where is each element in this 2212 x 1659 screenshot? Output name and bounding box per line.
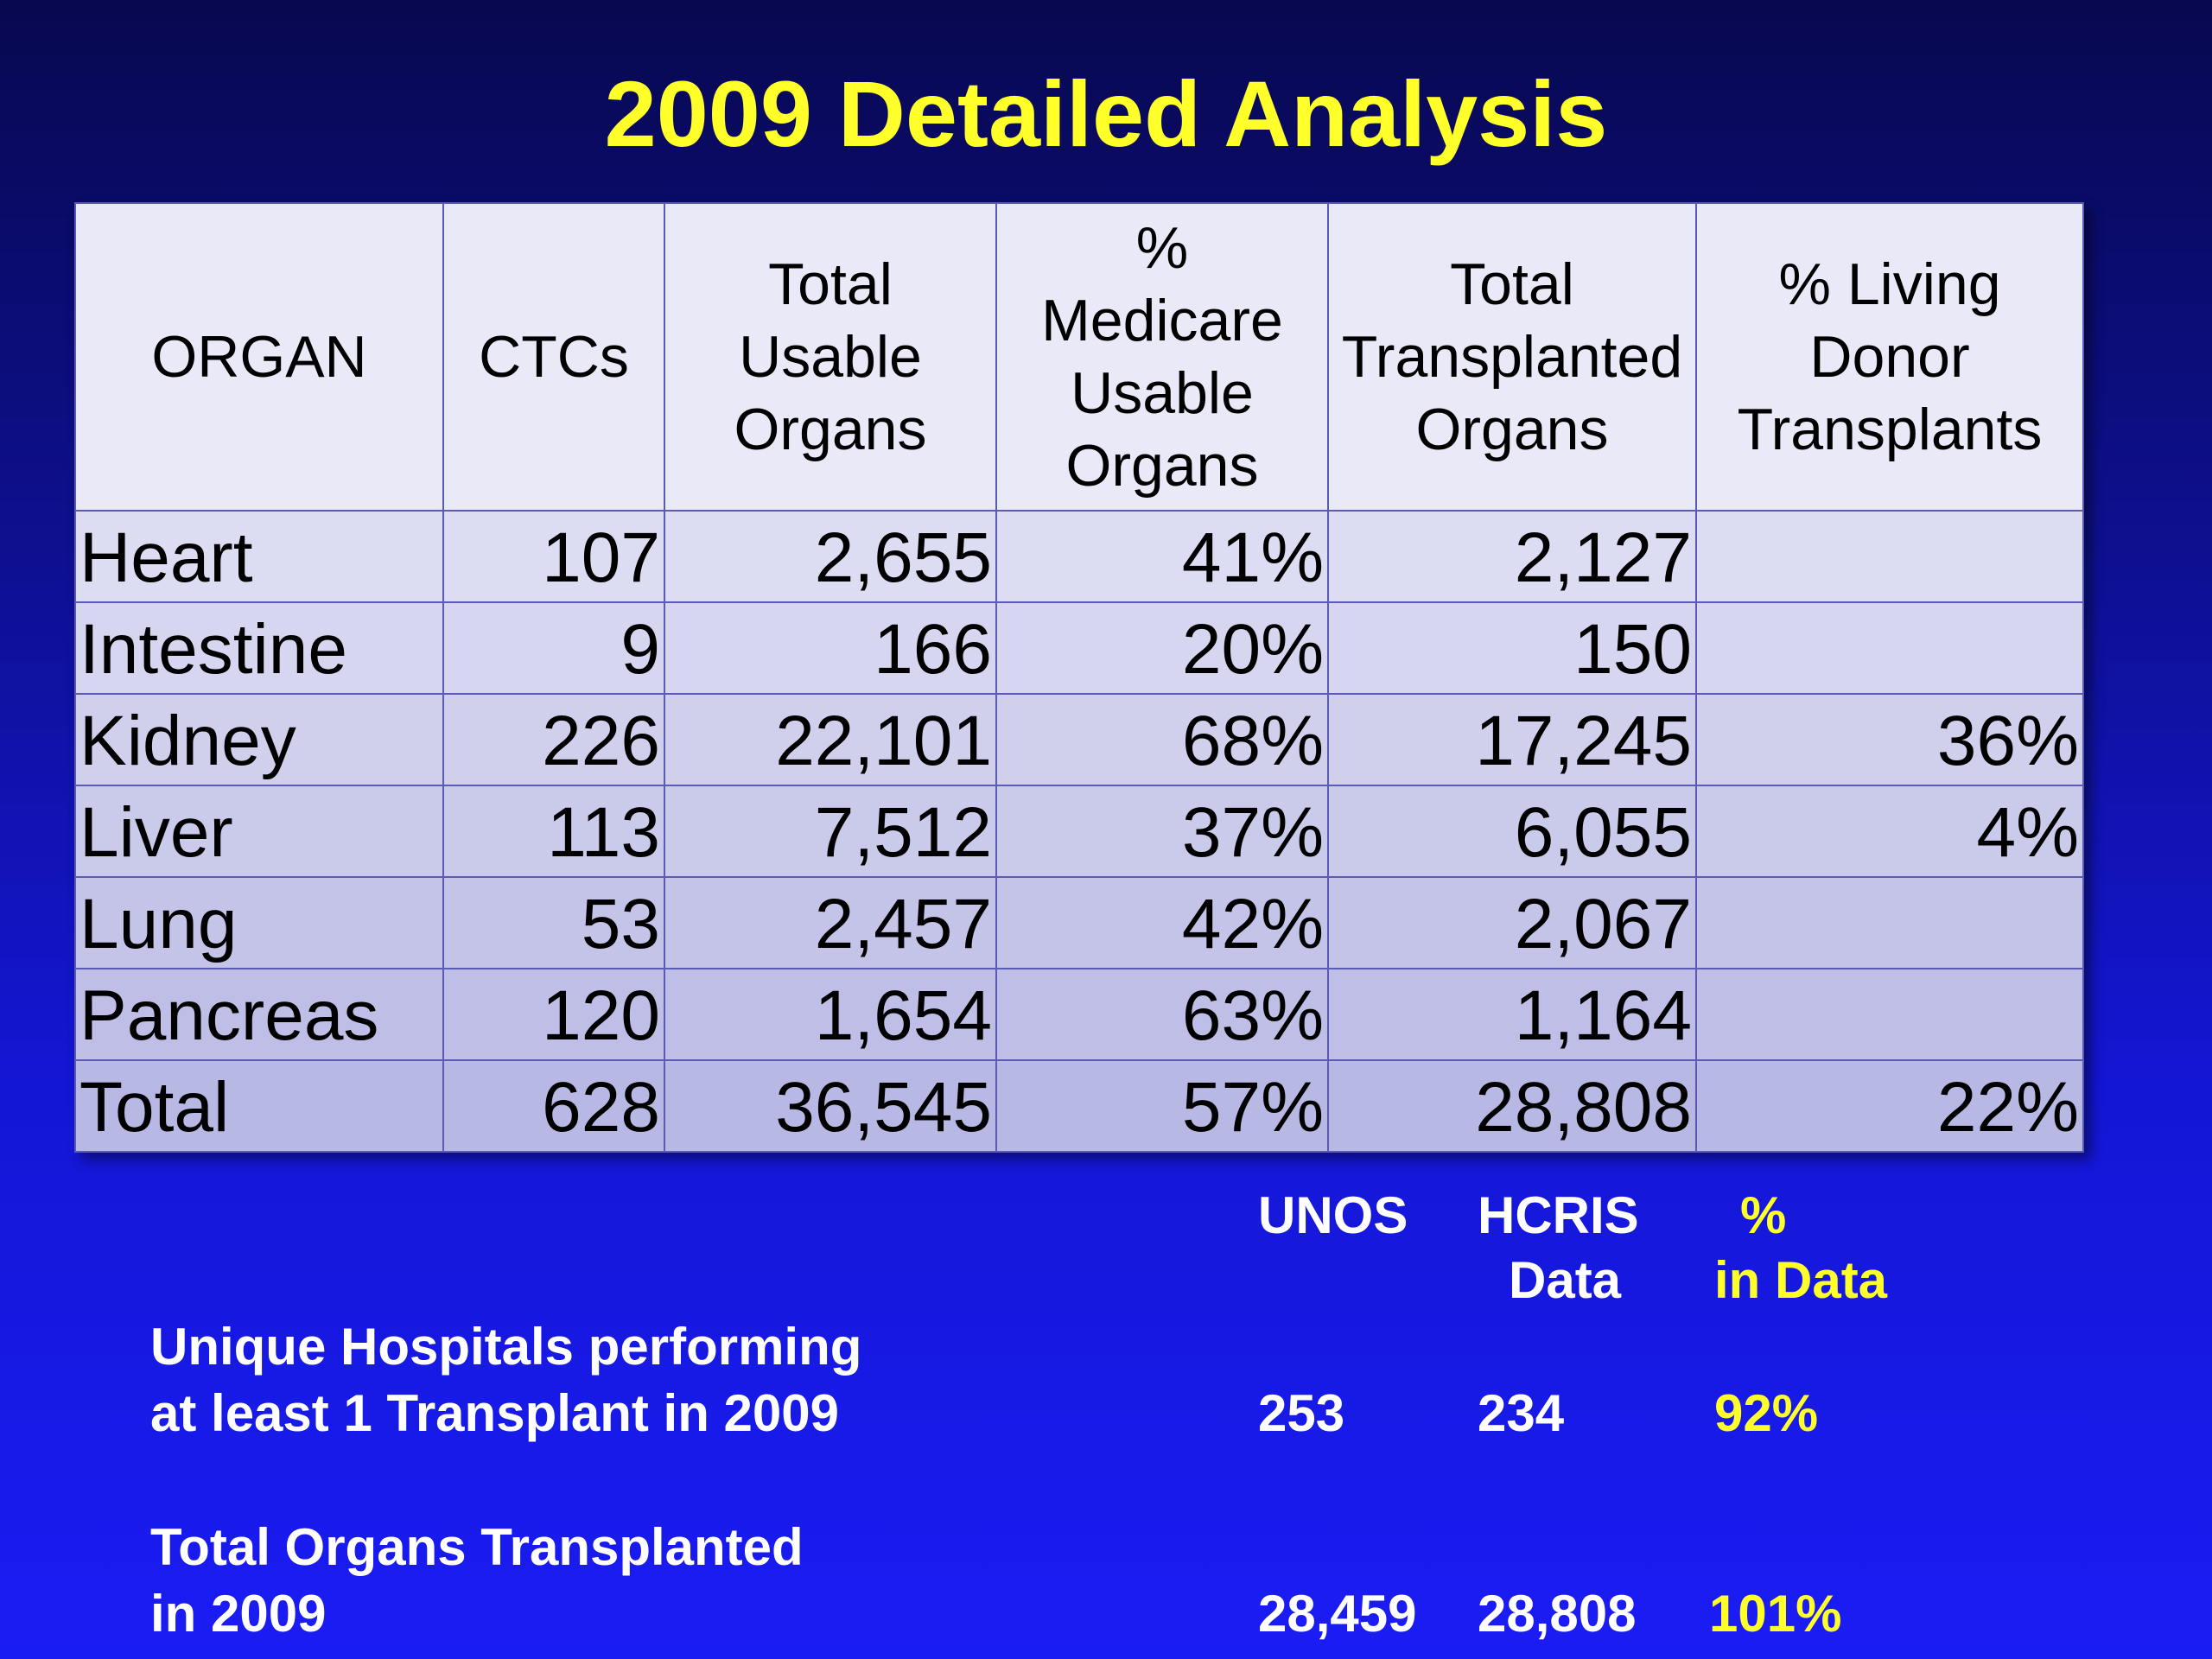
table-row: Lung 53 2,457 42% 2,067	[74, 876, 2084, 969]
cell-organ: Total	[74, 1059, 444, 1153]
cell-total-usable: 36,545	[664, 1059, 997, 1153]
cell-total-transplanted: 17,245	[1327, 693, 1697, 786]
cell-total-transplanted: 6,055	[1327, 785, 1697, 878]
summary-row1-pct: 92%	[1714, 1384, 1819, 1442]
cell-organ: Intestine	[74, 601, 444, 695]
cell-pct-medicare: 42%	[995, 876, 1329, 969]
cell-pct-living-donor	[1695, 876, 2084, 969]
cell-organ: Liver	[74, 785, 444, 878]
cell-total-usable: 166	[664, 601, 997, 695]
cell-pct-living-donor: 36%	[1695, 693, 2084, 786]
summary-row1-label-line1: Unique Hospitals performing	[150, 1318, 862, 1376]
cell-pct-medicare: 20%	[995, 601, 1329, 695]
header-total-transplanted-organs: Total Transplanted Organs	[1327, 202, 1697, 512]
header-pct-medicare-usable-organs: % Medicare Usable Organs	[995, 202, 1329, 512]
summary-header-hcris-data: Data	[1509, 1251, 1622, 1309]
cell-organ: Kidney	[74, 693, 444, 786]
summary-row2-unos: 28,459	[1258, 1585, 1417, 1643]
cell-pct-medicare: 41%	[995, 510, 1329, 603]
summary-row1-unos: 253	[1258, 1384, 1345, 1442]
summary-row2-label-line2: in 2009	[150, 1585, 327, 1643]
cell-ctcs: 628	[442, 1059, 665, 1153]
table-row: Heart 107 2,655 41% 2,127	[74, 510, 2084, 603]
summary-header-unos: UNOS	[1258, 1186, 1408, 1244]
cell-total-usable: 1,654	[664, 968, 997, 1061]
summary-row1-hcris: 234	[1478, 1384, 1565, 1442]
cell-pct-living-donor	[1695, 601, 2084, 695]
cell-pct-medicare: 63%	[995, 968, 1329, 1061]
cell-organ: Pancreas	[74, 968, 444, 1061]
cell-pct-medicare: 37%	[995, 785, 1329, 878]
table-row: Pancreas 120 1,654 63% 1,164	[74, 968, 2084, 1061]
cell-total-transplanted: 28,808	[1327, 1059, 1697, 1153]
table-header-row: ORGAN CTCs Total Usable Organs % Medicar…	[74, 202, 2084, 512]
cell-total-transplanted: 2,067	[1327, 876, 1697, 969]
summary-row1-label-line2: at least 1 Transplant in 2009	[150, 1384, 840, 1442]
table-row: Intestine 9 166 20% 150	[74, 601, 2084, 695]
summary-row2-label-line1: Total Organs Transplanted	[150, 1518, 804, 1576]
cell-total-usable: 2,655	[664, 510, 997, 603]
organ-table: ORGAN CTCs Total Usable Organs % Medicar…	[74, 202, 2084, 1153]
cell-ctcs: 107	[442, 510, 665, 603]
cell-pct-medicare: 68%	[995, 693, 1329, 786]
cell-ctcs: 53	[442, 876, 665, 969]
slide-title: 2009 Detailed Analysis	[604, 61, 1608, 166]
cell-ctcs: 226	[442, 693, 665, 786]
summary-header-hcris: HCRIS	[1478, 1186, 1639, 1244]
cell-total-transplanted: 150	[1327, 601, 1697, 695]
cell-total-transplanted: 2,127	[1327, 510, 1697, 603]
table-row: Liver 113 7,512 37% 6,055 4%	[74, 785, 2084, 878]
cell-organ: Heart	[74, 510, 444, 603]
cell-ctcs: 9	[442, 601, 665, 695]
header-organ: ORGAN	[74, 202, 444, 512]
table-row: Kidney 226 22,101 68% 17,245 36%	[74, 693, 2084, 786]
summary-row2-pct: 101%	[1709, 1585, 1842, 1643]
cell-total-usable: 2,457	[664, 876, 997, 969]
summary-header-in-data: in Data	[1714, 1251, 1888, 1309]
summary-row2-hcris: 28,808	[1478, 1585, 1637, 1643]
header-total-usable-organs: Total Usable Organs	[664, 202, 997, 512]
header-pct-living-donor-transplants: % Living Donor Transplants	[1695, 202, 2084, 512]
cell-pct-living-donor: 22%	[1695, 1059, 2084, 1153]
cell-pct-medicare: 57%	[995, 1059, 1329, 1153]
cell-pct-living-donor: 4%	[1695, 785, 2084, 878]
cell-pct-living-donor	[1695, 510, 2084, 603]
cell-ctcs: 120	[442, 968, 665, 1061]
cell-ctcs: 113	[442, 785, 665, 878]
summary-header-pct: %	[1740, 1186, 1787, 1244]
cell-total-transplanted: 1,164	[1327, 968, 1697, 1061]
cell-pct-living-donor	[1695, 968, 2084, 1061]
cell-total-usable: 22,101	[664, 693, 997, 786]
cell-total-usable: 7,512	[664, 785, 997, 878]
cell-organ: Lung	[74, 876, 444, 969]
table-row-total: Total 628 36,545 57% 28,808 22%	[74, 1059, 2084, 1153]
header-ctcs: CTCs	[442, 202, 665, 512]
